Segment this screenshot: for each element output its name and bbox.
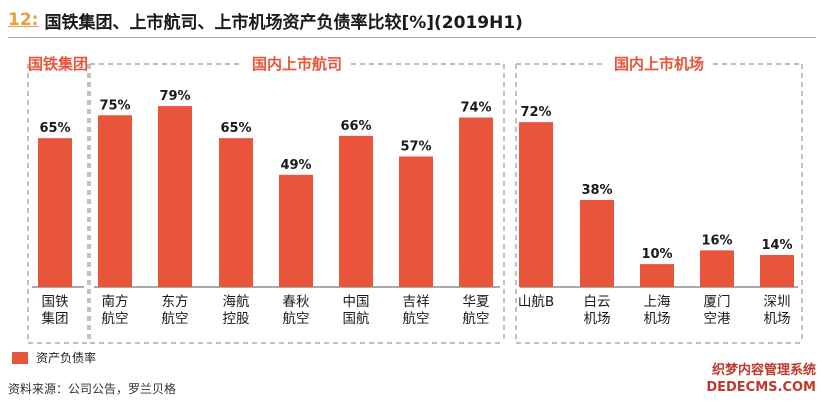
chart-title: 12: 国铁集团、上市航司、上市机场资产负债率比较[%](2019H1) xyxy=(8,6,523,34)
bar xyxy=(580,199,614,287)
category-label: 华夏航空 xyxy=(463,294,490,327)
category-label: 白云机场 xyxy=(584,294,611,327)
bar xyxy=(519,122,553,288)
category-label: 中国国航 xyxy=(343,294,370,327)
group-label: 国内上市机场 xyxy=(614,55,704,73)
category-label: 山航B xyxy=(518,294,554,310)
bar xyxy=(459,117,493,287)
bar xyxy=(98,115,132,287)
category-label: 东方航空 xyxy=(162,294,189,327)
watermark-line-2: DEDECMS.COM xyxy=(706,380,816,395)
legend: 资产负债率 xyxy=(12,349,96,366)
bar xyxy=(399,156,433,287)
bar xyxy=(339,135,373,287)
category-label: 上海机场 xyxy=(644,294,671,327)
bar xyxy=(158,106,192,287)
bar xyxy=(279,174,313,287)
bars xyxy=(38,106,794,288)
group-label: 国内上市航司 xyxy=(252,55,342,73)
legend-swatch xyxy=(12,351,28,364)
bar-value-label: 14% xyxy=(761,238,792,253)
bar xyxy=(38,138,72,287)
bar-value-label: 16% xyxy=(701,233,732,248)
watermark-line-1: 织梦内容管理系统 xyxy=(711,363,816,378)
bar-value-label: 49% xyxy=(280,158,311,173)
bar xyxy=(219,138,253,287)
category-labels: 国铁集团 南方航空 东方航空 海航控股 春秋航空 中国国航 吉祥航空 华夏航空 山航B 白云机场 上… xyxy=(42,294,791,327)
source-note: 资料来源：公司公告，罗兰贝格 xyxy=(8,382,177,396)
category-label: 南方航空 xyxy=(102,294,129,327)
category-label: 春秋航空 xyxy=(283,294,310,327)
bar xyxy=(640,264,674,287)
category-label: 国铁集团 xyxy=(42,294,69,327)
group-label: 国铁集团 xyxy=(28,55,88,73)
category-label: 厦门空港 xyxy=(704,294,732,327)
bar-value-label: 65% xyxy=(220,121,251,136)
category-label: 深圳机场 xyxy=(764,294,791,327)
bar-value-label: 57% xyxy=(400,139,431,154)
category-label: 海航控股 xyxy=(223,294,250,327)
group-frames xyxy=(27,63,803,344)
bar-value-label: 75% xyxy=(99,98,130,113)
watermark: 织梦内容管理系统 DEDECMS.COM xyxy=(706,362,816,396)
bar-value-label: 38% xyxy=(581,183,612,198)
title-divider xyxy=(8,37,816,38)
group-labels: 国铁集团 国内上市航司 国内上市机场 xyxy=(28,55,704,73)
chart-title-text: 国铁集团、上市航司、上市机场资产负债率比较[%](2019H1) xyxy=(44,12,523,33)
category-label: 吉祥航空 xyxy=(403,294,430,327)
bar xyxy=(700,250,734,287)
bar-value-label: 72% xyxy=(520,105,551,120)
bar-value-label: 74% xyxy=(460,101,491,116)
bar xyxy=(760,254,794,287)
chart-number: 12: xyxy=(8,10,39,30)
bar-value-label: 79% xyxy=(159,89,190,104)
bar-value-label: 10% xyxy=(641,247,672,262)
value-labels: 65% 75% 79% 65% 49% 66% 57% 74% 72% 38% 10% 16% 14% xyxy=(39,89,792,262)
bar-value-label: 66% xyxy=(340,119,371,134)
bar-value-label: 65% xyxy=(39,121,70,136)
legend-label: 资产负债率 xyxy=(36,351,97,365)
